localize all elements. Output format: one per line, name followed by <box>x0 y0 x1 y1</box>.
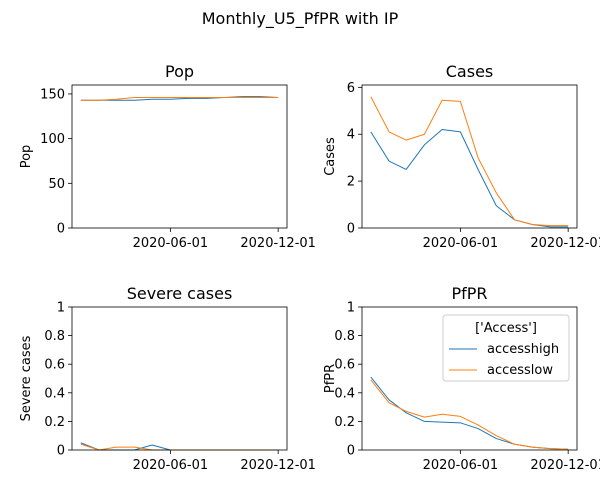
series-line-accesshigh <box>370 376 569 450</box>
x-tick-label: 2020-06-01 <box>423 458 499 473</box>
series-line-accesslow <box>370 379 569 450</box>
series-line-accesslow <box>80 97 279 101</box>
y-tick-label: 50 <box>48 177 65 192</box>
subplot-title: Pop <box>165 62 194 81</box>
y-tick-label: 6 <box>347 81 355 96</box>
subplot-2: Cases 0 2 4 6 2020-06-01 2020-12-01 Cases <box>323 62 600 251</box>
subplot-4: PfPR 0 0.2 0.4 0.6 0.8 1 2020-06-01 2020-12-01 Pf… <box>323 284 600 473</box>
series-line-accesslow <box>370 96 569 227</box>
y-tick-label: 0 <box>347 444 355 459</box>
subplot-title: PfPR <box>451 284 487 303</box>
y-axis-label: Severe cases <box>19 335 34 421</box>
y-axis-label: PfPR <box>323 364 338 393</box>
y-tick-label: 0.8 <box>334 329 355 344</box>
y-tick-label: 0.6 <box>44 358 65 373</box>
y-tick-label: 150 <box>40 87 65 102</box>
axes-frame <box>361 84 578 229</box>
axes-frame <box>71 306 288 451</box>
y-tick-label: 0.6 <box>334 358 355 373</box>
y-tick-label: 2 <box>347 175 355 190</box>
series-line-accesslow <box>80 443 279 451</box>
legend-entry-label: accesslow <box>487 363 553 378</box>
x-tick-label: 2020-12-01 <box>240 458 316 473</box>
y-tick-label: 0.2 <box>44 415 65 430</box>
x-tick-label: 2020-06-01 <box>423 236 499 251</box>
series-line-accesshigh <box>80 96 279 101</box>
x-tick-label: 2020-12-01 <box>530 458 600 473</box>
subplot-1: Pop 0 50 100 150 2020-06-01 2020-12-01 Pop <box>19 62 316 251</box>
x-tick-label: 2020-06-01 <box>133 236 209 251</box>
y-tick-label: 0.8 <box>44 329 65 344</box>
axes-frame <box>71 84 288 229</box>
y-tick-label: 0 <box>57 222 65 237</box>
y-tick-label: 1 <box>57 301 65 316</box>
y-tick-label: 0 <box>57 444 65 459</box>
legend-box <box>442 314 570 382</box>
y-tick-label: 4 <box>347 128 355 143</box>
legend-entry-label: accesshigh <box>487 342 559 357</box>
x-tick-label: 2020-12-01 <box>530 236 600 251</box>
y-axis-label: Pop <box>19 145 34 169</box>
y-tick-label: 1 <box>347 301 355 316</box>
y-tick-label: 100 <box>40 132 65 147</box>
axes-frame <box>361 306 578 451</box>
legend: ['Access'] accesshigh accesslow <box>442 314 570 382</box>
y-tick-label: 0.4 <box>44 386 65 401</box>
y-tick-label: 0.4 <box>334 386 355 401</box>
y-tick-label: 0.2 <box>334 415 355 430</box>
subplot-title: Cases <box>446 62 494 81</box>
subplot-3: Severe cases 0 0.2 0.4 0.6 0.8 1 2020-06-01 2020… <box>19 284 316 473</box>
subplot-title: Severe cases <box>127 284 233 303</box>
y-axis-label: Cases <box>323 137 338 176</box>
x-tick-label: 2020-12-01 <box>240 236 316 251</box>
legend-title: ['Access'] <box>475 321 537 336</box>
y-tick-label: 0 <box>347 222 355 237</box>
x-tick-label: 2020-06-01 <box>133 458 209 473</box>
series-line-accesshigh <box>80 442 279 451</box>
series-line-accesshigh <box>370 129 569 228</box>
figure-title: Monthly_U5_PfPR with IP <box>202 9 399 29</box>
